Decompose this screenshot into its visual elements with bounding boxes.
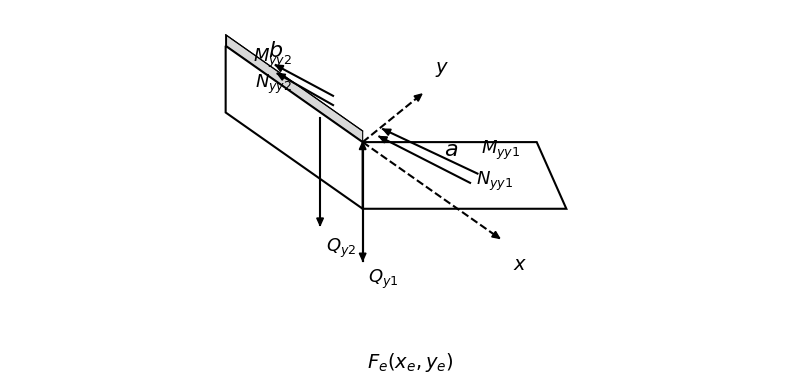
Text: $b$: $b$ (268, 41, 284, 62)
Text: $M_{yy2}$: $M_{yy2}$ (253, 47, 292, 70)
Polygon shape (276, 65, 284, 71)
Polygon shape (333, 142, 566, 209)
Text: $Q_{y1}$: $Q_{y1}$ (368, 268, 398, 291)
Text: $N_{yy1}$: $N_{yy1}$ (476, 170, 513, 193)
Text: $N_{yy2}$: $N_{yy2}$ (255, 73, 292, 96)
Text: $F_e(x_e, y_e)$: $F_e(x_e, y_e)$ (367, 352, 454, 374)
Polygon shape (383, 129, 391, 135)
Text: $M_{yy1}$: $M_{yy1}$ (482, 139, 520, 163)
Polygon shape (360, 142, 366, 149)
Text: $a$: $a$ (444, 139, 459, 160)
Polygon shape (492, 231, 500, 238)
Polygon shape (414, 94, 422, 101)
Polygon shape (226, 46, 363, 209)
Polygon shape (360, 253, 366, 261)
Polygon shape (379, 136, 387, 143)
Text: $x$: $x$ (512, 255, 527, 274)
Polygon shape (317, 218, 323, 225)
Polygon shape (226, 35, 363, 142)
Text: $Q_{y2}$: $Q_{y2}$ (326, 236, 356, 260)
Text: $y$: $y$ (435, 60, 449, 79)
Polygon shape (277, 74, 286, 80)
